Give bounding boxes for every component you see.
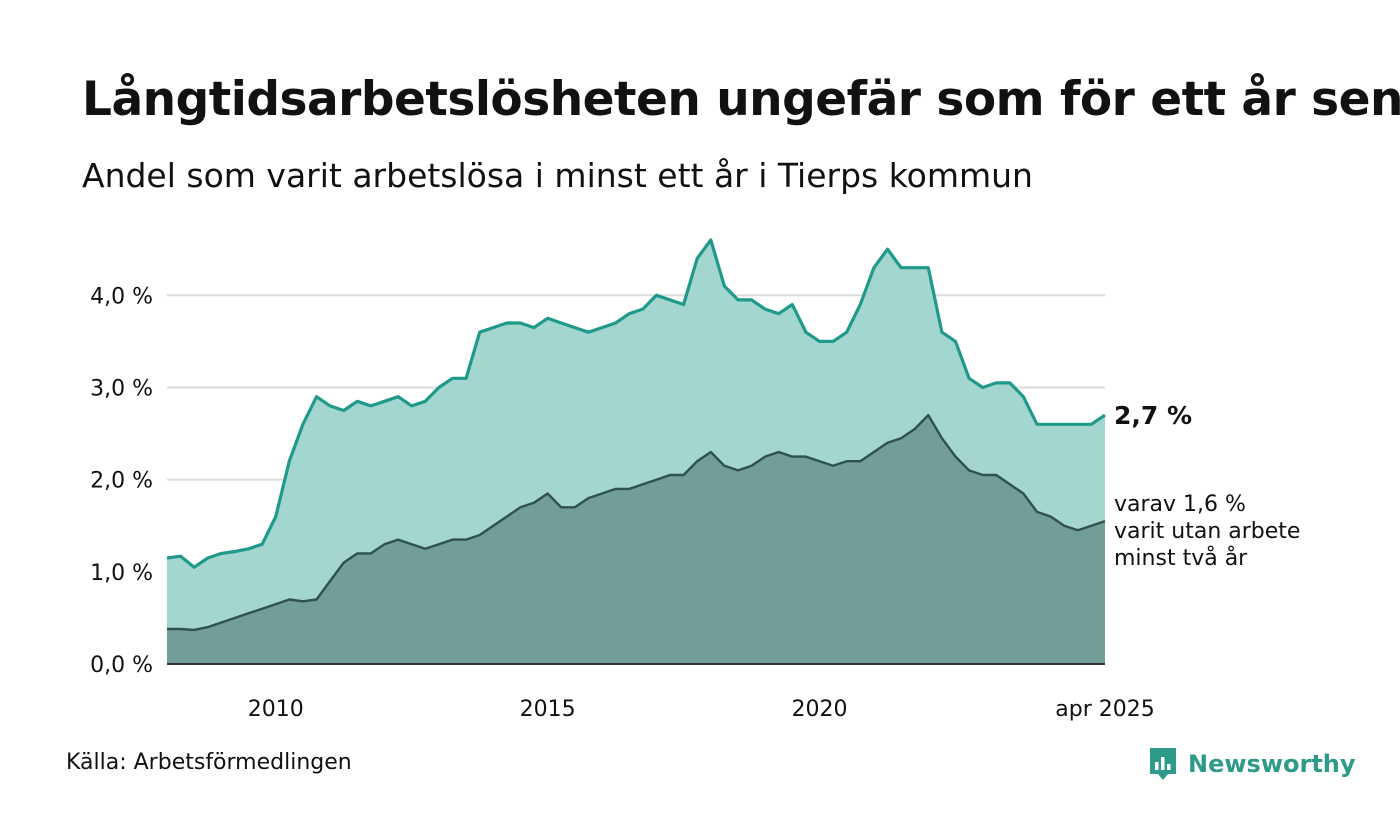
latest-subseries-label: minst två år bbox=[1114, 545, 1248, 571]
chart-title: Långtidsarbetslösheten ungefär som för e… bbox=[82, 72, 1400, 127]
y-tick-label: 3,0 % bbox=[90, 376, 153, 401]
latest-total-label: 2,7 % bbox=[1114, 401, 1192, 430]
source-note: Källa: Arbetsförmedlingen bbox=[66, 750, 352, 775]
y-tick-label: 4,0 % bbox=[90, 284, 153, 309]
x-tick-label: 2015 bbox=[520, 697, 576, 722]
x-tick-label: 2010 bbox=[248, 697, 304, 722]
brand-logo[interactable]: Newsworthy bbox=[1148, 744, 1356, 784]
y-tick-label: 1,0 % bbox=[90, 561, 153, 586]
series-line-two_years bbox=[167, 413, 1106, 632]
x-tick-label: 2020 bbox=[792, 697, 848, 722]
y-tick-label: 0,0 % bbox=[90, 653, 153, 678]
y-tick-label: 2,0 % bbox=[90, 469, 153, 494]
series-area-two_years bbox=[167, 415, 1105, 664]
series-line-total bbox=[166, 238, 1106, 569]
brand-name: Newsworthy bbox=[1188, 750, 1356, 778]
chart-subtitle: Andel som varit arbetslösa i minst ett å… bbox=[82, 156, 1033, 195]
latest-subseries-label: varav 1,6 % bbox=[1114, 492, 1246, 517]
newsworthy-logo-icon bbox=[1150, 748, 1176, 780]
x-tick-label: apr 2025 bbox=[1055, 697, 1154, 722]
latest-subseries-label: varit utan arbete bbox=[1114, 519, 1300, 544]
